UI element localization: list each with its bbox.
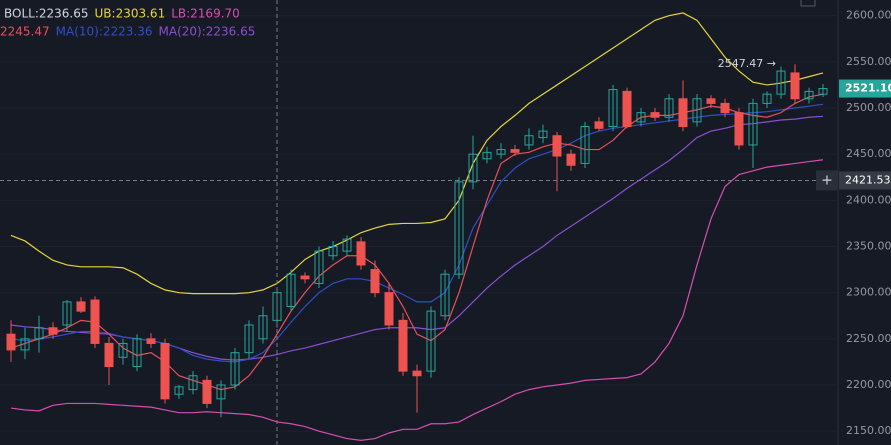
candle-body xyxy=(6,333,16,351)
indicator-line xyxy=(10,159,824,441)
y-tick-label: 2300.00 xyxy=(846,286,891,299)
candle-body xyxy=(398,319,408,372)
candle-body xyxy=(762,93,772,104)
y-tick-label: 2250.00 xyxy=(846,332,891,345)
candle-body xyxy=(580,125,590,164)
candle-body xyxy=(748,102,758,146)
candle-body xyxy=(132,338,142,368)
candle-body xyxy=(216,384,226,400)
candle-body xyxy=(790,72,800,100)
candle-body xyxy=(244,324,254,354)
y-tick-label: 2600.00 xyxy=(846,9,891,22)
candle-body xyxy=(146,338,156,344)
candle-body xyxy=(454,181,464,275)
candle-body xyxy=(692,98,702,123)
candle-body xyxy=(118,342,128,358)
candle-body xyxy=(552,135,562,157)
candle-body xyxy=(608,89,618,127)
candle-body xyxy=(20,338,30,351)
legend-item: BOLL:2236.65 xyxy=(4,7,89,21)
legend-item: LB:2169.70 xyxy=(171,7,240,21)
candle-body xyxy=(706,98,716,104)
candle-body xyxy=(48,327,58,335)
candle-body xyxy=(300,275,310,280)
legend-item: MA(10):2223.36 xyxy=(56,25,153,39)
y-tick-label: 2550.00 xyxy=(846,55,891,68)
candle-body xyxy=(538,130,548,139)
candle-body xyxy=(370,269,380,294)
candle-body xyxy=(328,246,338,257)
crosshair-plus: + xyxy=(821,172,833,188)
crosshair-price-box xyxy=(839,171,891,190)
candle-body xyxy=(104,342,114,368)
candle-body xyxy=(482,151,492,160)
candle-body xyxy=(524,135,534,146)
candle-body xyxy=(650,112,660,118)
candle-body xyxy=(468,153,478,183)
y-tick-label: 2400.00 xyxy=(846,193,891,206)
candle-body xyxy=(76,301,86,312)
crosshair-price: 2421.53 xyxy=(845,173,891,186)
candle-body xyxy=(720,102,730,114)
candle-body xyxy=(412,370,422,377)
candle-body xyxy=(496,149,506,155)
candle-body xyxy=(510,149,520,153)
indicator-line xyxy=(10,12,824,295)
candle-body xyxy=(272,292,282,321)
candle-body xyxy=(776,70,786,95)
candle-body xyxy=(34,327,44,340)
candle-body xyxy=(804,90,814,100)
candle-body xyxy=(636,112,646,123)
candle-body xyxy=(566,153,576,166)
candle-body xyxy=(258,315,268,340)
candle-body xyxy=(314,250,324,284)
candle-body xyxy=(90,299,100,344)
candle-body xyxy=(356,241,366,266)
candle-body xyxy=(678,98,688,127)
candle-body xyxy=(440,273,450,317)
candle-body xyxy=(342,238,352,252)
candle-body xyxy=(174,386,184,395)
settings-icon[interactable] xyxy=(800,0,816,7)
candle-body xyxy=(62,301,72,326)
candle-body xyxy=(594,121,604,129)
candle-body xyxy=(734,112,744,146)
last-price: 2521.10 xyxy=(845,82,891,95)
y-tick-label: 2450.00 xyxy=(846,147,891,160)
legend-item: UB:2303.61 xyxy=(95,7,166,21)
candle-body xyxy=(230,352,240,386)
last-price-box xyxy=(839,79,891,98)
candle-body xyxy=(818,88,828,95)
indicator-line xyxy=(10,93,824,391)
candle-body xyxy=(664,98,674,118)
candle-body xyxy=(160,342,170,400)
legend-item: MA(20):2236.65 xyxy=(159,25,256,39)
y-tick-label: 2350.00 xyxy=(846,240,891,253)
high-marker: 2547.47 → xyxy=(718,57,776,70)
y-tick-label: 2150.00 xyxy=(846,424,891,437)
candle-body xyxy=(426,310,436,372)
y-tick-label: 2500.00 xyxy=(846,101,891,114)
crosshair-plus-box xyxy=(816,170,838,191)
indicator-line xyxy=(10,103,824,363)
candle-body xyxy=(188,375,198,391)
candle-body xyxy=(384,292,394,326)
legend-item: 2245.47 xyxy=(0,25,50,39)
candle-body xyxy=(622,90,632,127)
candle-body xyxy=(286,273,296,308)
y-tick-label: 2200.00 xyxy=(846,378,891,391)
candle-body xyxy=(202,379,212,404)
